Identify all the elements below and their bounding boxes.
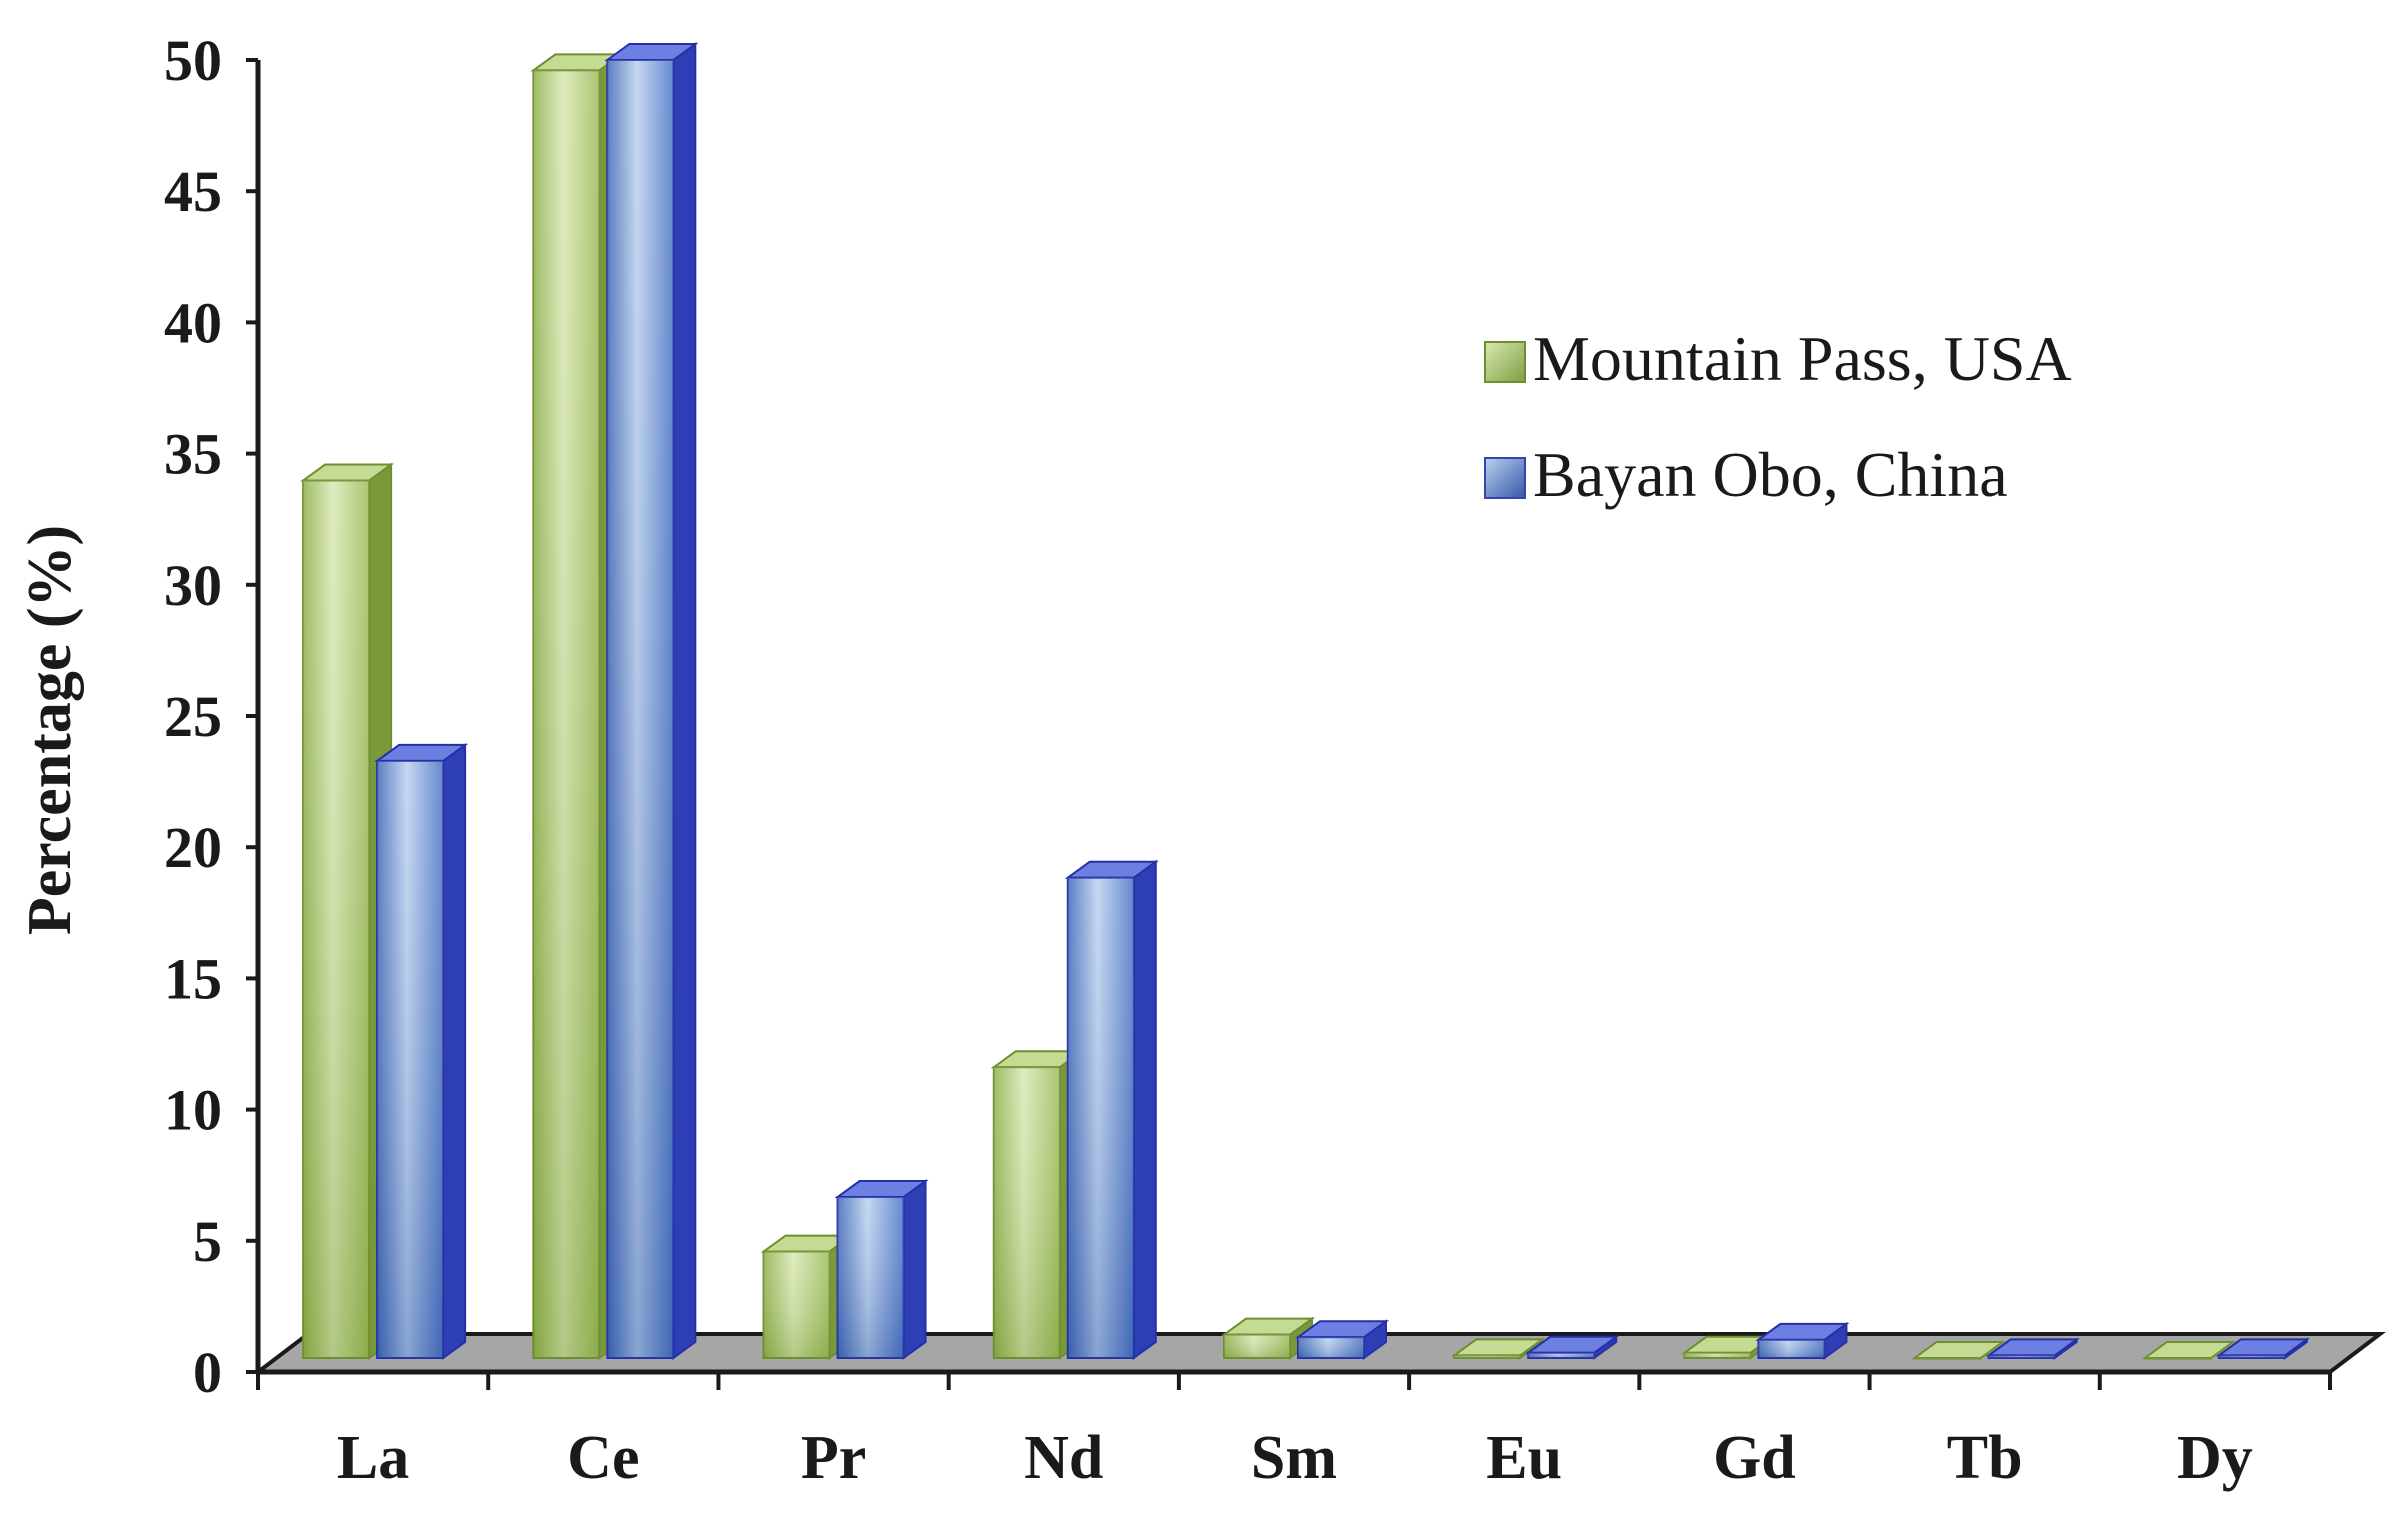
y-tick-label: 10 xyxy=(164,1078,222,1143)
y-axis-title: Percentage (%) xyxy=(16,525,84,935)
bar-shade xyxy=(1758,1339,1825,1358)
x-category-label: Dy xyxy=(2177,1424,2253,1492)
x-category-label: Nd xyxy=(1024,1424,1103,1492)
bar-shade xyxy=(1914,1358,1981,1359)
bar-shade xyxy=(303,480,370,1358)
x-category-label: La xyxy=(337,1424,409,1492)
legend: Mountain Pass, USA Bayan Obo, China xyxy=(1484,323,2072,510)
bar xyxy=(374,742,469,1360)
y-tick-label: 15 xyxy=(164,946,222,1011)
x-category-label: Ce xyxy=(567,1424,639,1492)
y-axis-ticks: 0 5 10 15 20 25 30 35 40 45 50 xyxy=(164,28,258,1405)
bar-shade xyxy=(533,70,600,1358)
legend-swatch-bayan-obo xyxy=(1484,457,1526,499)
bar-shade xyxy=(377,760,444,1358)
y-tick-label: 50 xyxy=(164,28,222,93)
bar-shade xyxy=(2144,1358,2211,1359)
bar xyxy=(1911,1341,2006,1360)
bar xyxy=(2215,1337,2310,1360)
y-tick-label: 35 xyxy=(164,422,222,487)
x-axis-ticks: La Ce Pr Nd Sm Eu Gd Tb Dy xyxy=(256,1372,2332,1492)
y-tick-label: 45 xyxy=(164,159,222,224)
y-tick-label: 5 xyxy=(193,1209,222,1274)
legend-swatch-mountain-pass xyxy=(1484,341,1526,383)
x-category-label: Eu xyxy=(1486,1424,1562,1492)
bar xyxy=(1525,1334,1620,1360)
bar xyxy=(1064,859,1159,1360)
bar-shade xyxy=(1454,1355,1521,1358)
bar-shade xyxy=(837,1197,904,1358)
bar-shade xyxy=(993,1067,1060,1358)
bar xyxy=(604,42,699,1360)
x-category-label: Pr xyxy=(801,1424,866,1492)
bars-group xyxy=(300,42,2310,1360)
bar-shade xyxy=(1067,877,1134,1358)
bar xyxy=(1451,1337,1546,1360)
bar-side xyxy=(442,742,467,1360)
y-tick-label: 30 xyxy=(164,553,222,618)
bar-side xyxy=(1132,859,1157,1360)
x-category-label: Sm xyxy=(1251,1424,1337,1492)
bar xyxy=(834,1179,929,1360)
y-tick-label: 25 xyxy=(164,684,222,749)
bar xyxy=(300,462,395,1360)
bar-shade xyxy=(1224,1334,1290,1358)
x-category-label: Gd xyxy=(1713,1424,1796,1492)
y-tick-label: 0 xyxy=(193,1340,222,1405)
bar xyxy=(1985,1337,2080,1360)
y-tick-label: 20 xyxy=(164,815,222,880)
bar xyxy=(1755,1321,1850,1360)
bar-shade xyxy=(763,1251,830,1358)
bar-side xyxy=(902,1179,927,1360)
legend-label-bayan-obo: Bayan Obo, China xyxy=(1533,439,2008,510)
bar xyxy=(2141,1341,2236,1360)
bar-shade xyxy=(1528,1352,1595,1358)
bar-shade xyxy=(607,60,674,1358)
bar xyxy=(1294,1319,1390,1360)
legend-label-mountain-pass: Mountain Pass, USA xyxy=(1533,323,2072,394)
bar-shade xyxy=(1684,1352,1751,1358)
x-category-label: Tb xyxy=(1947,1424,2023,1492)
y-tick-label: 40 xyxy=(164,290,222,355)
bar-shade xyxy=(2218,1355,2285,1358)
bar-shade xyxy=(1988,1355,2055,1358)
bar xyxy=(1220,1316,1316,1360)
bar-shade xyxy=(1298,1337,1364,1358)
bar-side xyxy=(672,42,697,1360)
